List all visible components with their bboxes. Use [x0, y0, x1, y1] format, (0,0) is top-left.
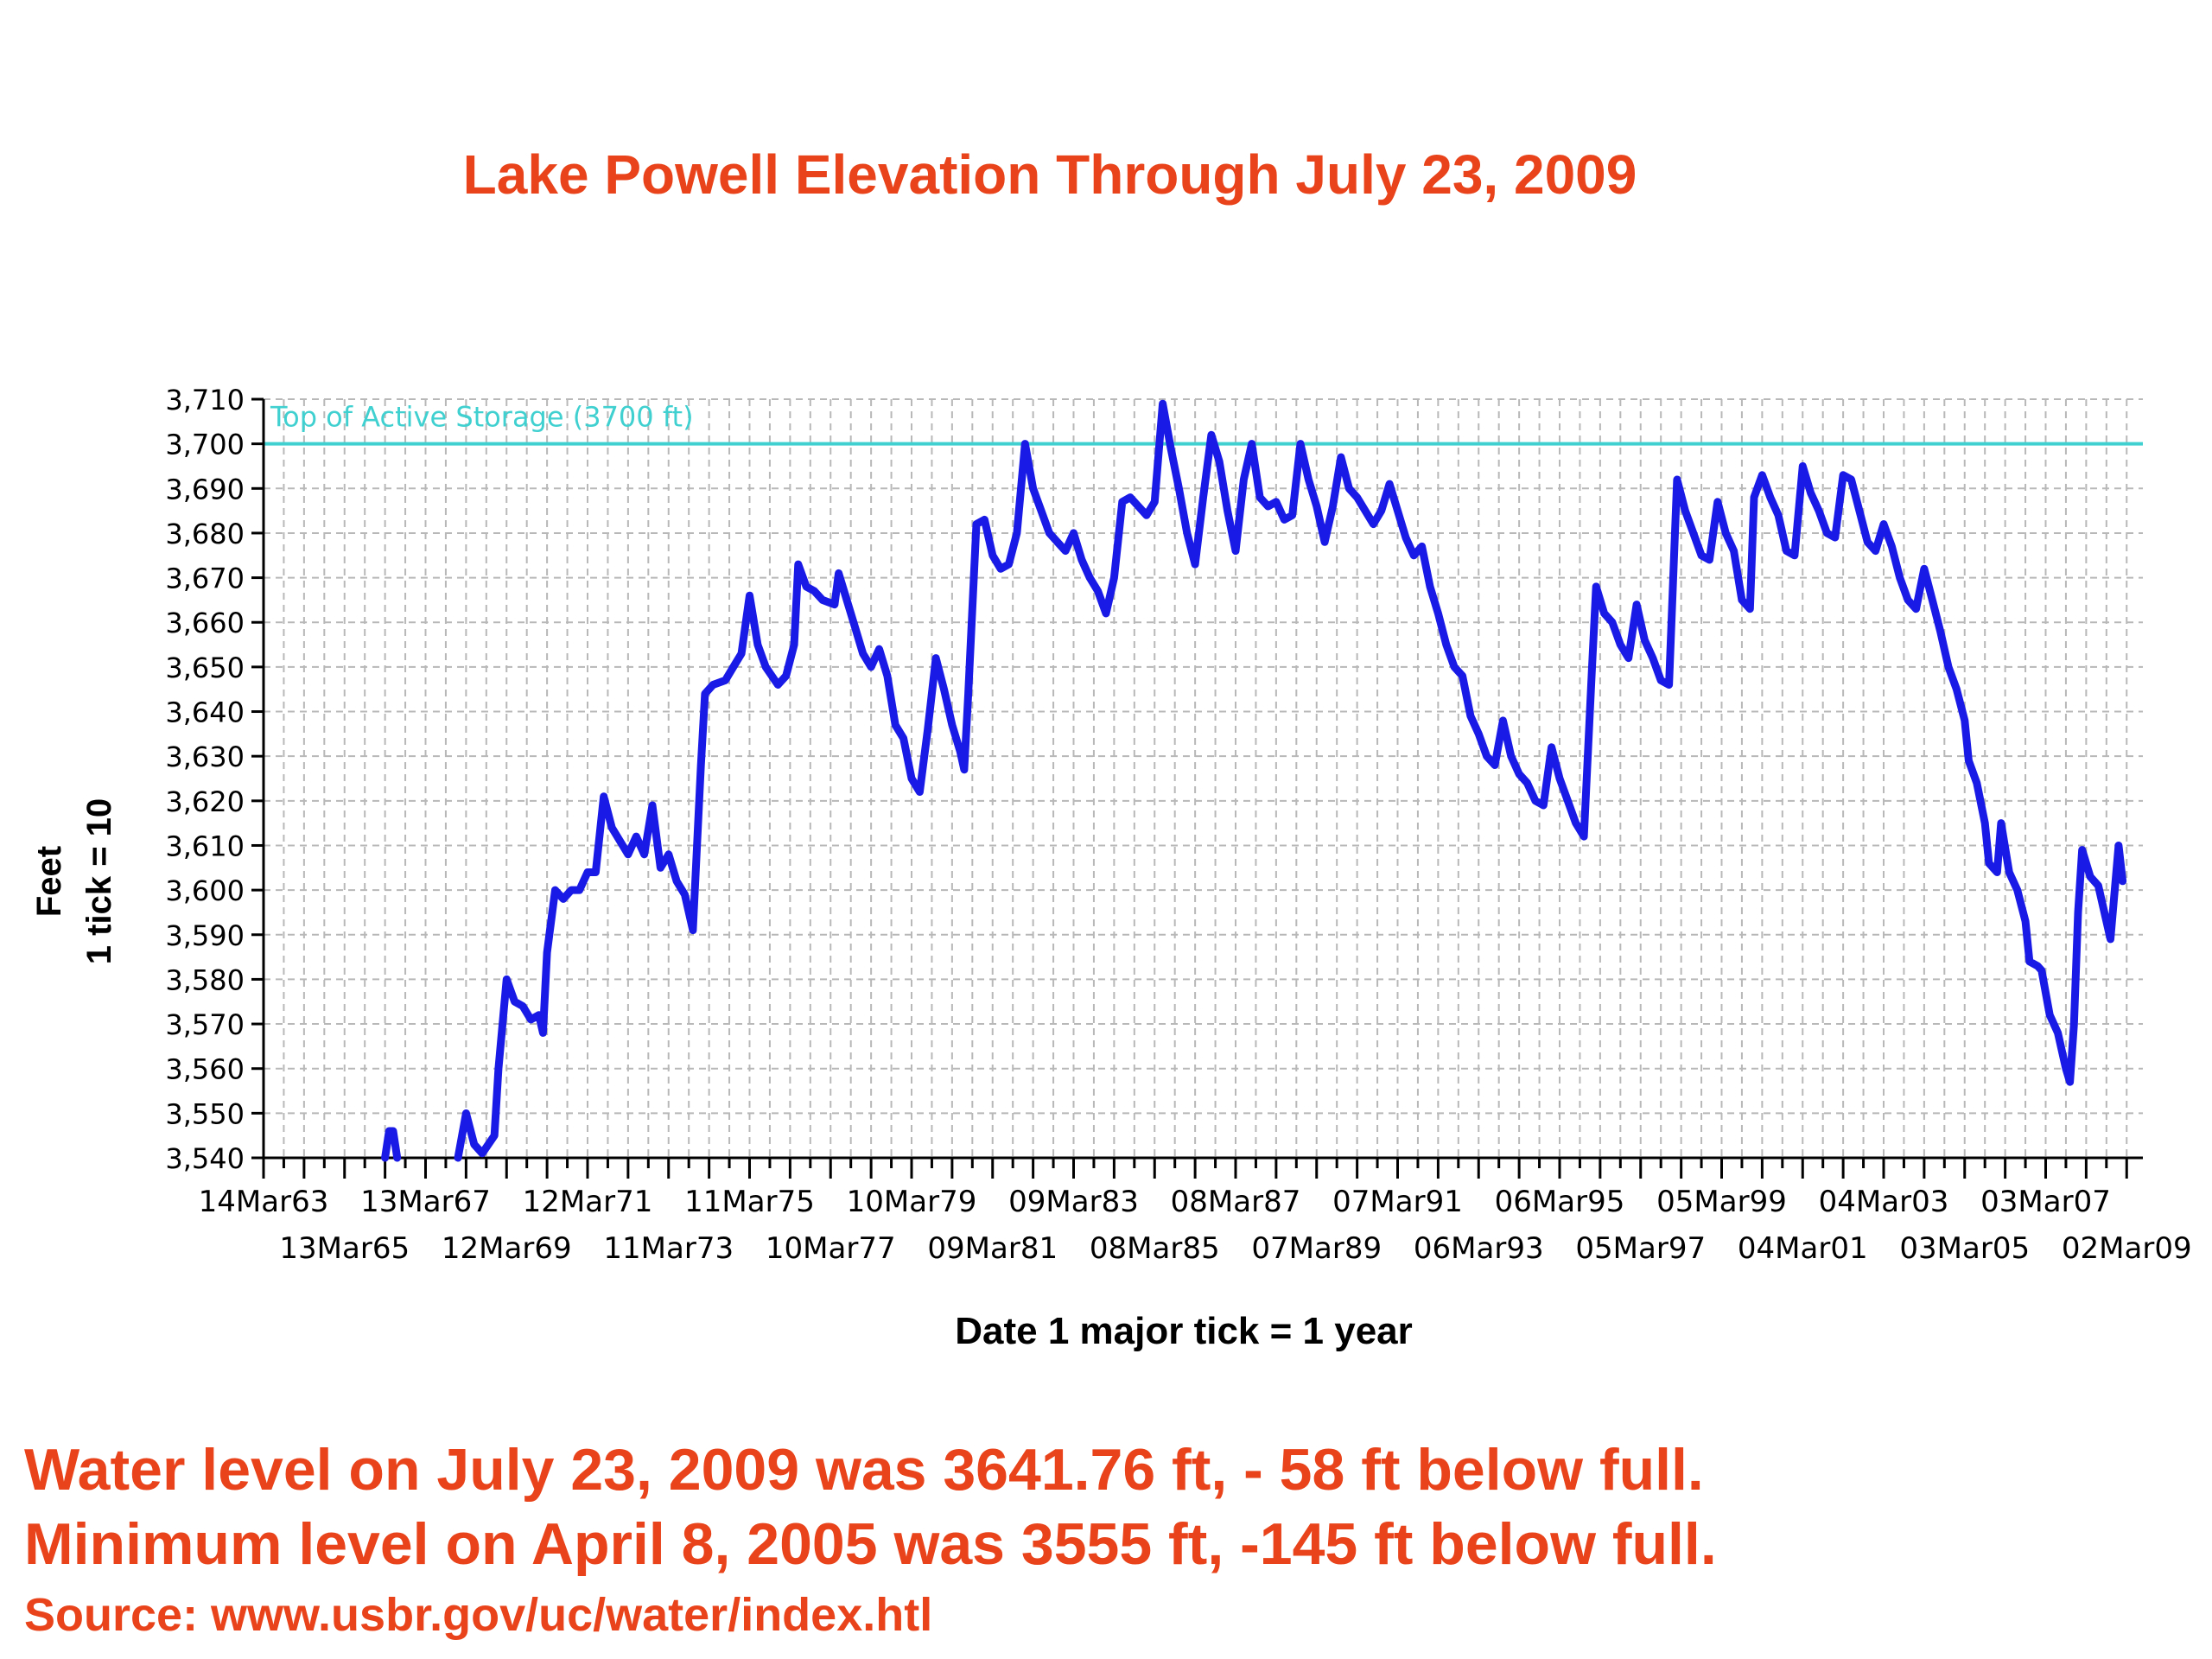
x-tick-label: 06Mar95	[1495, 1185, 1625, 1219]
x-tick-label: 04Mar01	[1738, 1231, 1868, 1266]
elevation-series-line	[381, 1127, 402, 1162]
reference-line-label: Top of Active Storage (3700 ft)	[270, 401, 694, 434]
y-tick-label: 3,560	[165, 1053, 245, 1086]
x-tick-label: 05Mar97	[1575, 1231, 1706, 1266]
x-axis-ticks: 14Mar63 13Mar67 12Mar71 11Mar75 10Mar79 09Mar…	[199, 1158, 2192, 1266]
footer-source: Source: www.usbr.gov/uc/water/index.htl	[24, 1589, 933, 1641]
y-axis-label-line1: Feet	[30, 846, 68, 917]
slide-title: Lake Powell Elevation Through July 23, 2…	[462, 143, 1637, 206]
y-tick-label: 3,600	[165, 874, 245, 907]
x-tick-label: 13Mar65	[279, 1231, 410, 1266]
x-axis-label: Date 1 major tick = 1 year	[955, 1310, 1413, 1352]
x-tick-label: 03Mar07	[1980, 1185, 2111, 1219]
x-tick-label: 12Mar71	[523, 1185, 653, 1219]
x-tick-label: 06Mar93	[1414, 1231, 1544, 1266]
x-tick-label: 10Mar77	[766, 1231, 896, 1266]
y-axis-label-group: Feet 1 tick = 10	[30, 798, 118, 964]
x-tick-label: 12Mar69	[442, 1231, 572, 1266]
reference-line-group: Top of Active Storage (3700 ft)	[264, 401, 2143, 446]
x-tick-label: 08Mar85	[1090, 1231, 1220, 1266]
x-tick-label: 03Mar05	[1899, 1231, 2030, 1266]
x-tick-label: 05Mar99	[1656, 1185, 1787, 1219]
elevation-series-line	[454, 399, 2127, 1162]
chart-axes	[262, 399, 2143, 1160]
x-tick-label: 11Mar75	[684, 1185, 815, 1219]
x-tick-label: 11Mar73	[603, 1231, 734, 1266]
y-tick-label: 3,540	[165, 1142, 245, 1175]
y-tick-label: 3,580	[165, 963, 245, 996]
y-tick-label: 3,690	[165, 473, 245, 505]
y-tick-label: 3,630	[165, 741, 245, 773]
x-tick-label: 04Mar03	[1819, 1185, 1949, 1219]
y-tick-label: 3,670	[165, 563, 245, 595]
x-tick-label: 02Mar09	[2062, 1231, 2192, 1266]
x-tick-label: 09Mar83	[1008, 1185, 1139, 1219]
x-tick-label: 09Mar81	[927, 1231, 1058, 1266]
y-tick-label: 3,590	[165, 919, 245, 952]
series-group	[381, 399, 2127, 1162]
x-tick-label: 08Mar87	[1171, 1185, 1301, 1219]
y-axis-ticks: 3,540 3,550 3,560 3,570 3,580 3,590 3,600 3,610…	[165, 384, 264, 1175]
footer-water-level: Water level on July 23, 2009 was 3641.76…	[24, 1437, 1704, 1503]
x-tick-label: 14Mar63	[199, 1185, 329, 1219]
y-tick-label: 3,620	[165, 785, 245, 818]
x-tick-label: 07Mar91	[1332, 1185, 1463, 1219]
y-axis-label-line2: 1 tick = 10	[80, 798, 118, 964]
y-tick-label: 3,700	[165, 429, 245, 461]
y-tick-label: 3,660	[165, 607, 245, 639]
y-tick-label: 3,550	[165, 1097, 245, 1130]
x-tick-label: 13Mar67	[360, 1185, 491, 1219]
footer-minimum-level: Minimum level on April 8, 2005 was 3555 …	[24, 1511, 1717, 1577]
y-tick-label: 3,640	[165, 696, 245, 729]
chart-grid	[264, 398, 2143, 1159]
y-tick-label: 3,680	[165, 518, 245, 550]
x-tick-label: 10Mar79	[847, 1185, 977, 1219]
x-tick-label: 07Mar89	[1251, 1231, 1382, 1266]
y-tick-label: 3,610	[165, 830, 245, 862]
y-tick-label: 3,570	[165, 1008, 245, 1041]
y-tick-label: 3,650	[165, 652, 245, 684]
y-tick-label: 3,710	[165, 384, 245, 416]
